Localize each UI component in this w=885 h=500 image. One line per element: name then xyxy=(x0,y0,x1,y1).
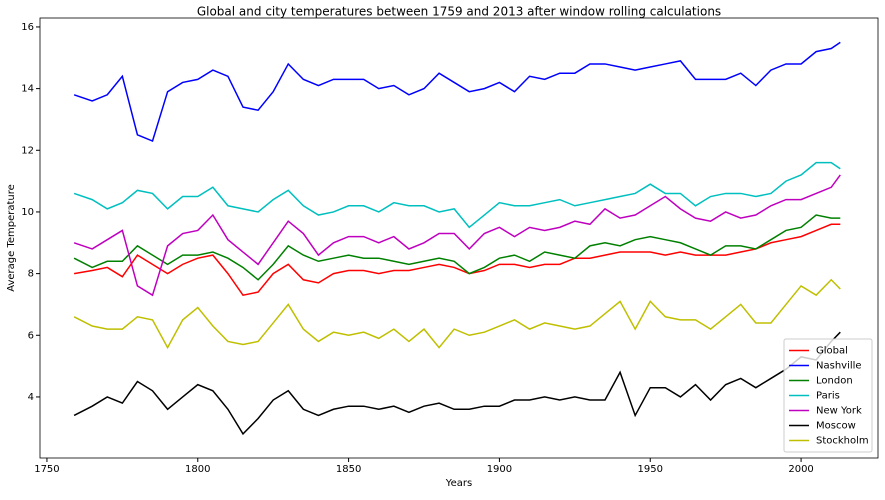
legend-label: London xyxy=(816,376,853,387)
legend-label: Nashville xyxy=(816,361,862,372)
y-tick-label: 6 xyxy=(28,330,34,341)
y-tick-label: 12 xyxy=(21,145,34,156)
x-tick-label: 1950 xyxy=(638,464,663,475)
series-line xyxy=(73,278,841,350)
series-line xyxy=(73,214,841,281)
legend-label: Global xyxy=(816,346,848,357)
series-line xyxy=(73,223,841,297)
x-tick-label: 1750 xyxy=(34,464,59,475)
chart-title: Global and city temperatures between 175… xyxy=(197,5,721,19)
y-axis-label: Average Temperature xyxy=(6,184,17,292)
y-tick-label: 16 xyxy=(21,22,34,33)
x-tick-label: 1850 xyxy=(336,464,361,475)
x-axis-label: Years xyxy=(445,478,472,489)
x-tick-label: 2000 xyxy=(788,464,813,475)
legend-label: Moscow xyxy=(816,421,856,432)
series-line xyxy=(73,331,841,436)
y-tick-label: 8 xyxy=(28,269,34,280)
plot-area: 1750 1800 1850 1900 1950 2000 4 6 8 10 12 14 16 Globa… xyxy=(21,17,879,475)
legend-label: Paris xyxy=(816,391,840,402)
legend-box xyxy=(783,338,873,453)
x-tick-label: 1900 xyxy=(487,464,512,475)
legend-label: New York xyxy=(816,406,862,417)
series-line xyxy=(73,41,841,143)
axes-frame xyxy=(39,17,879,459)
legend: Global Nashville London Paris New York Moscow… xyxy=(783,338,873,453)
series-line xyxy=(73,161,841,229)
y-tick-label: 14 xyxy=(21,84,34,95)
y-tick-label: 10 xyxy=(21,207,34,218)
y-tick-label: 4 xyxy=(28,392,34,403)
x-tick-label: 1800 xyxy=(185,464,210,475)
legend-label: Stockholm xyxy=(816,436,869,447)
series-line xyxy=(73,174,841,297)
